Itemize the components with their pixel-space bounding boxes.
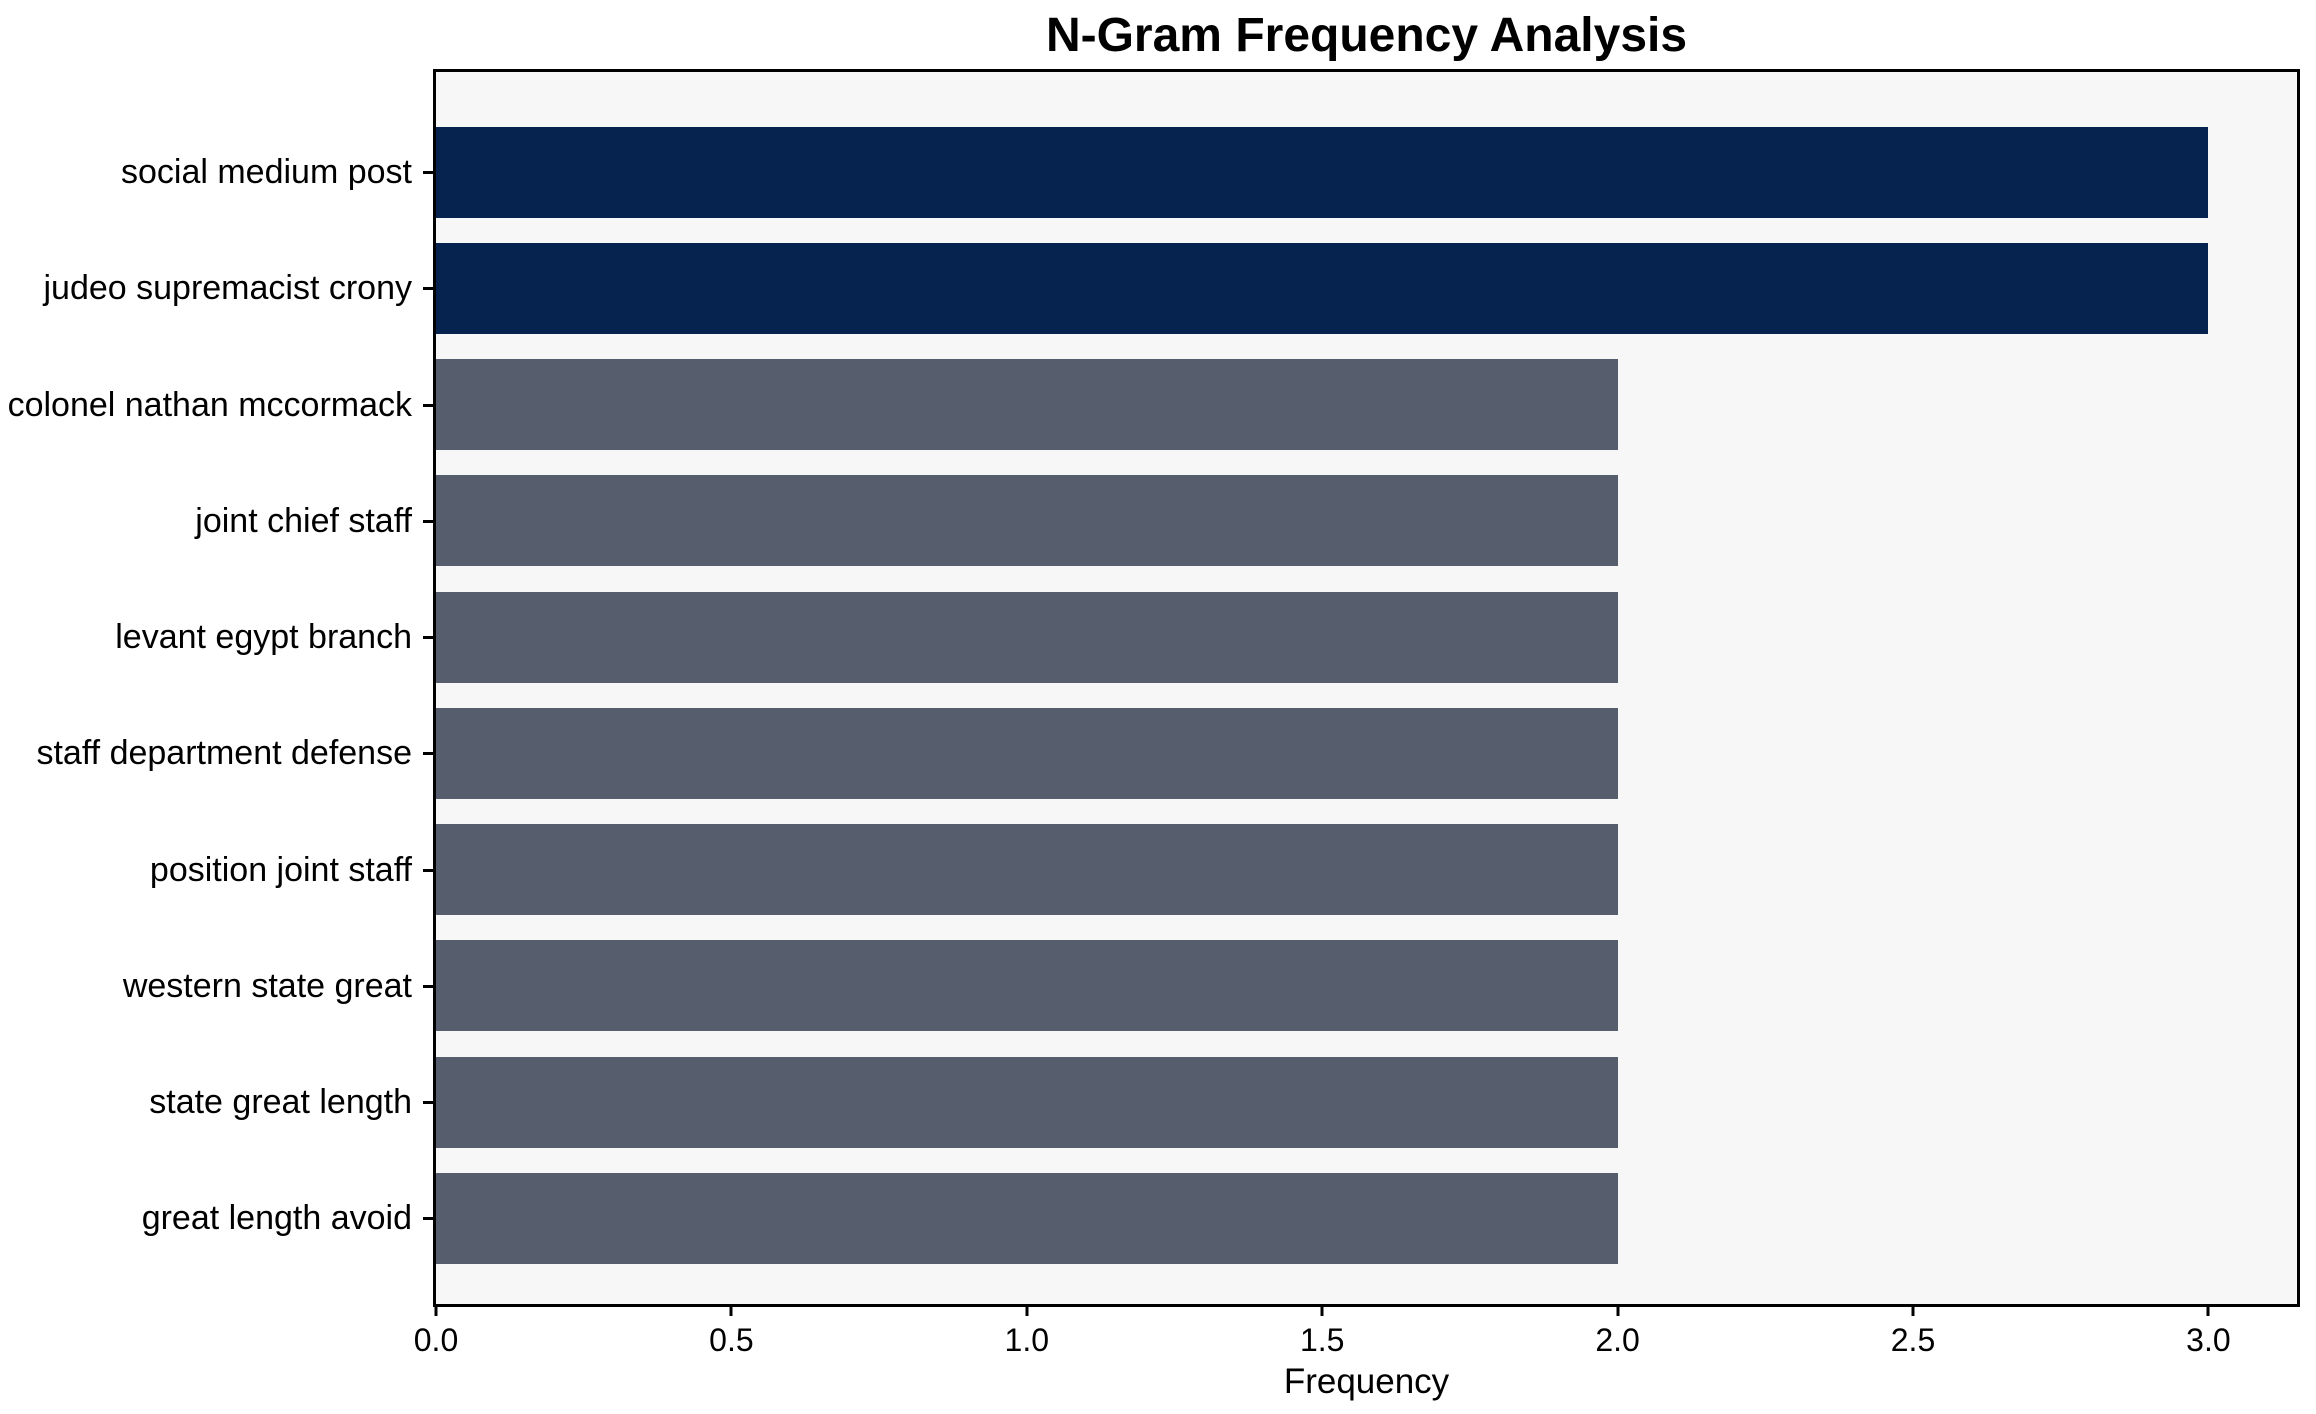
x-tick-mark [1911,1304,1915,1316]
category-label: judeo supremacist crony [43,269,412,307]
x-tick-mark [2206,1304,2210,1316]
x-tick-label: 0.5 [709,1322,754,1358]
y-tick-mark [423,404,433,407]
x-axis-title: Frequency [1283,1362,1450,1401]
y-tick-mark [423,171,433,174]
bar [436,708,1618,799]
y-tick-mark [423,752,433,755]
chart-title: N-Gram Frequency Analysis [1045,9,1688,62]
x-tick-mark [1320,1304,1324,1316]
x-tick-mark [1616,1304,1620,1316]
bar [436,127,2209,218]
y-tick-mark [423,287,433,290]
category-label: state great length [149,1083,412,1121]
bar [436,940,1618,1031]
x-tick-label: 2.5 [1890,1322,1936,1358]
category-label: great length avoid [141,1199,412,1237]
category-label: staff department defense [36,734,412,772]
y-tick-mark [423,520,433,523]
y-tick-mark [423,1217,433,1220]
x-tick-label: 1.0 [1004,1322,1050,1358]
x-tick-label: 3.0 [2186,1322,2231,1358]
category-label: social medium post [120,153,412,191]
category-label: western state great [122,967,412,1005]
bar [436,592,1618,683]
x-tick-mark [434,1304,438,1316]
y-tick-mark [423,869,433,872]
x-tick-label: 1.5 [1299,1322,1345,1358]
category-label: levant egypt branch [115,618,412,656]
bar [436,359,1618,450]
y-tick-mark [423,1101,433,1104]
x-tick-label: 0.0 [413,1322,459,1358]
x-tick-mark [729,1304,733,1316]
bars-layer [436,72,2297,1304]
category-label: joint chief staff [195,502,412,540]
x-axis: 0.0 0.5 1.0 1.5 2.0 2.5 3.0 [414,1304,2297,1414]
x-tick-label: 2.0 [1595,1322,1640,1358]
bar [436,1057,1618,1148]
category-label: position joint staff [149,851,412,889]
bar [436,475,1618,566]
category-label: colonel nathan mccormack [7,386,412,424]
bar [436,1173,1618,1264]
y-tick-mark [423,636,433,639]
x-tick-mark [1025,1304,1029,1316]
bar [436,243,2209,334]
bar [436,824,1618,915]
y-tick-mark [423,985,433,988]
